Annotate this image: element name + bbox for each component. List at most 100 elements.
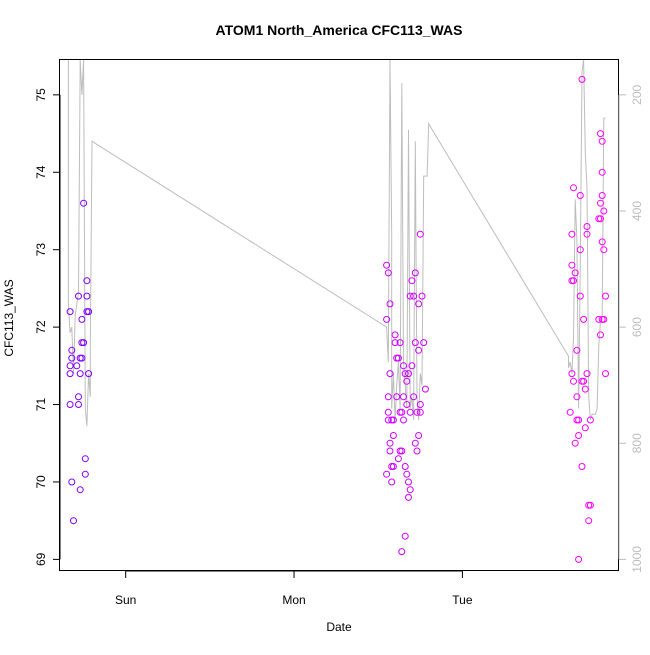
y2-axis: 200 400 600 800 1000 xyxy=(618,85,644,573)
data-point xyxy=(83,292,91,300)
data-point xyxy=(573,393,581,401)
y-axis-label: CFC113_WAS xyxy=(2,279,16,356)
data-point xyxy=(383,470,391,478)
data-point xyxy=(396,339,404,347)
data-point xyxy=(403,377,411,385)
data-point xyxy=(415,300,423,308)
data-point xyxy=(403,470,411,478)
data-point xyxy=(576,246,584,254)
data-point xyxy=(580,315,588,323)
data-point xyxy=(389,463,397,470)
data-point xyxy=(586,416,594,424)
data-point xyxy=(413,408,421,416)
chart-title: ATOM1 North_America CFC113_WAS xyxy=(216,22,463,38)
data-point xyxy=(598,168,606,176)
data-point xyxy=(388,478,396,486)
data-point xyxy=(75,401,82,408)
data-point xyxy=(383,261,391,269)
data-point xyxy=(389,432,397,439)
y2-tick-label: 600 xyxy=(630,317,644,337)
data-point xyxy=(581,424,589,432)
data-point xyxy=(418,292,426,300)
data-point xyxy=(76,486,84,494)
data-point xyxy=(568,370,576,378)
data-point xyxy=(575,555,583,563)
data-point xyxy=(73,362,81,370)
data-point xyxy=(411,339,419,347)
data-point xyxy=(570,277,577,285)
data-point xyxy=(401,532,409,540)
data-point xyxy=(595,315,603,323)
pressure-line xyxy=(67,59,606,426)
data-point xyxy=(391,331,399,339)
data-point xyxy=(403,401,411,408)
data-point xyxy=(420,339,428,347)
data-point xyxy=(76,370,84,378)
data-point xyxy=(78,315,86,323)
data-point xyxy=(583,370,591,378)
data-point xyxy=(408,277,416,285)
pressure-line-layer xyxy=(67,59,606,426)
data-point xyxy=(571,439,579,447)
x-tick-label: Tue xyxy=(452,593,473,607)
data-point xyxy=(410,393,418,401)
data-point xyxy=(600,246,608,254)
data-point xyxy=(386,439,394,447)
data-point xyxy=(575,432,583,439)
x-axis: Sun Mon Tue xyxy=(115,570,473,607)
data-point xyxy=(416,401,424,408)
data-point xyxy=(600,207,608,215)
data-point xyxy=(585,517,593,525)
data-point xyxy=(384,408,392,416)
data-point xyxy=(576,292,584,300)
points-layer xyxy=(66,75,609,563)
data-point xyxy=(400,393,407,401)
y-tick-label: 72 xyxy=(34,320,48,334)
data-point xyxy=(81,455,89,463)
x-tick-label: Mon xyxy=(282,593,305,607)
data-point xyxy=(384,269,392,277)
data-point xyxy=(410,292,418,300)
data-point xyxy=(597,215,604,223)
data-point xyxy=(386,300,394,308)
data-point xyxy=(576,192,584,199)
data-point xyxy=(386,447,394,455)
data-point xyxy=(66,308,74,316)
y-tick-label: 70 xyxy=(34,475,48,489)
data-point xyxy=(415,432,423,439)
data-point xyxy=(405,370,412,378)
y-tick-label: 71 xyxy=(34,398,48,412)
y2-tick-label: 200 xyxy=(630,85,644,105)
data-point xyxy=(393,393,401,401)
data-point xyxy=(68,478,76,486)
y-axis: 69 70 71 72 73 74 75 xyxy=(34,88,61,566)
data-point xyxy=(401,370,409,378)
data-point xyxy=(600,315,608,323)
data-point xyxy=(394,354,402,362)
data-point xyxy=(400,362,407,370)
data-point xyxy=(81,470,89,478)
data-point xyxy=(571,269,579,277)
data-point xyxy=(568,230,576,238)
y2-tick-label: 800 xyxy=(630,433,644,453)
data-point xyxy=(578,463,586,470)
data-point xyxy=(583,230,591,238)
data-point xyxy=(401,463,409,470)
data-point xyxy=(68,346,76,354)
data-point xyxy=(568,261,576,269)
data-point xyxy=(66,362,74,370)
data-point xyxy=(597,199,604,207)
y2-tick-label: 1000 xyxy=(630,546,644,573)
data-point xyxy=(400,416,407,424)
data-point xyxy=(391,339,399,347)
data-point xyxy=(406,408,414,416)
data-point xyxy=(598,192,606,199)
data-point xyxy=(75,292,82,300)
data-point xyxy=(405,478,412,486)
data-point xyxy=(566,408,574,416)
plot-frame xyxy=(59,59,619,571)
data-point xyxy=(570,377,577,385)
data-point xyxy=(78,354,86,362)
y-tick-label: 69 xyxy=(34,552,48,566)
